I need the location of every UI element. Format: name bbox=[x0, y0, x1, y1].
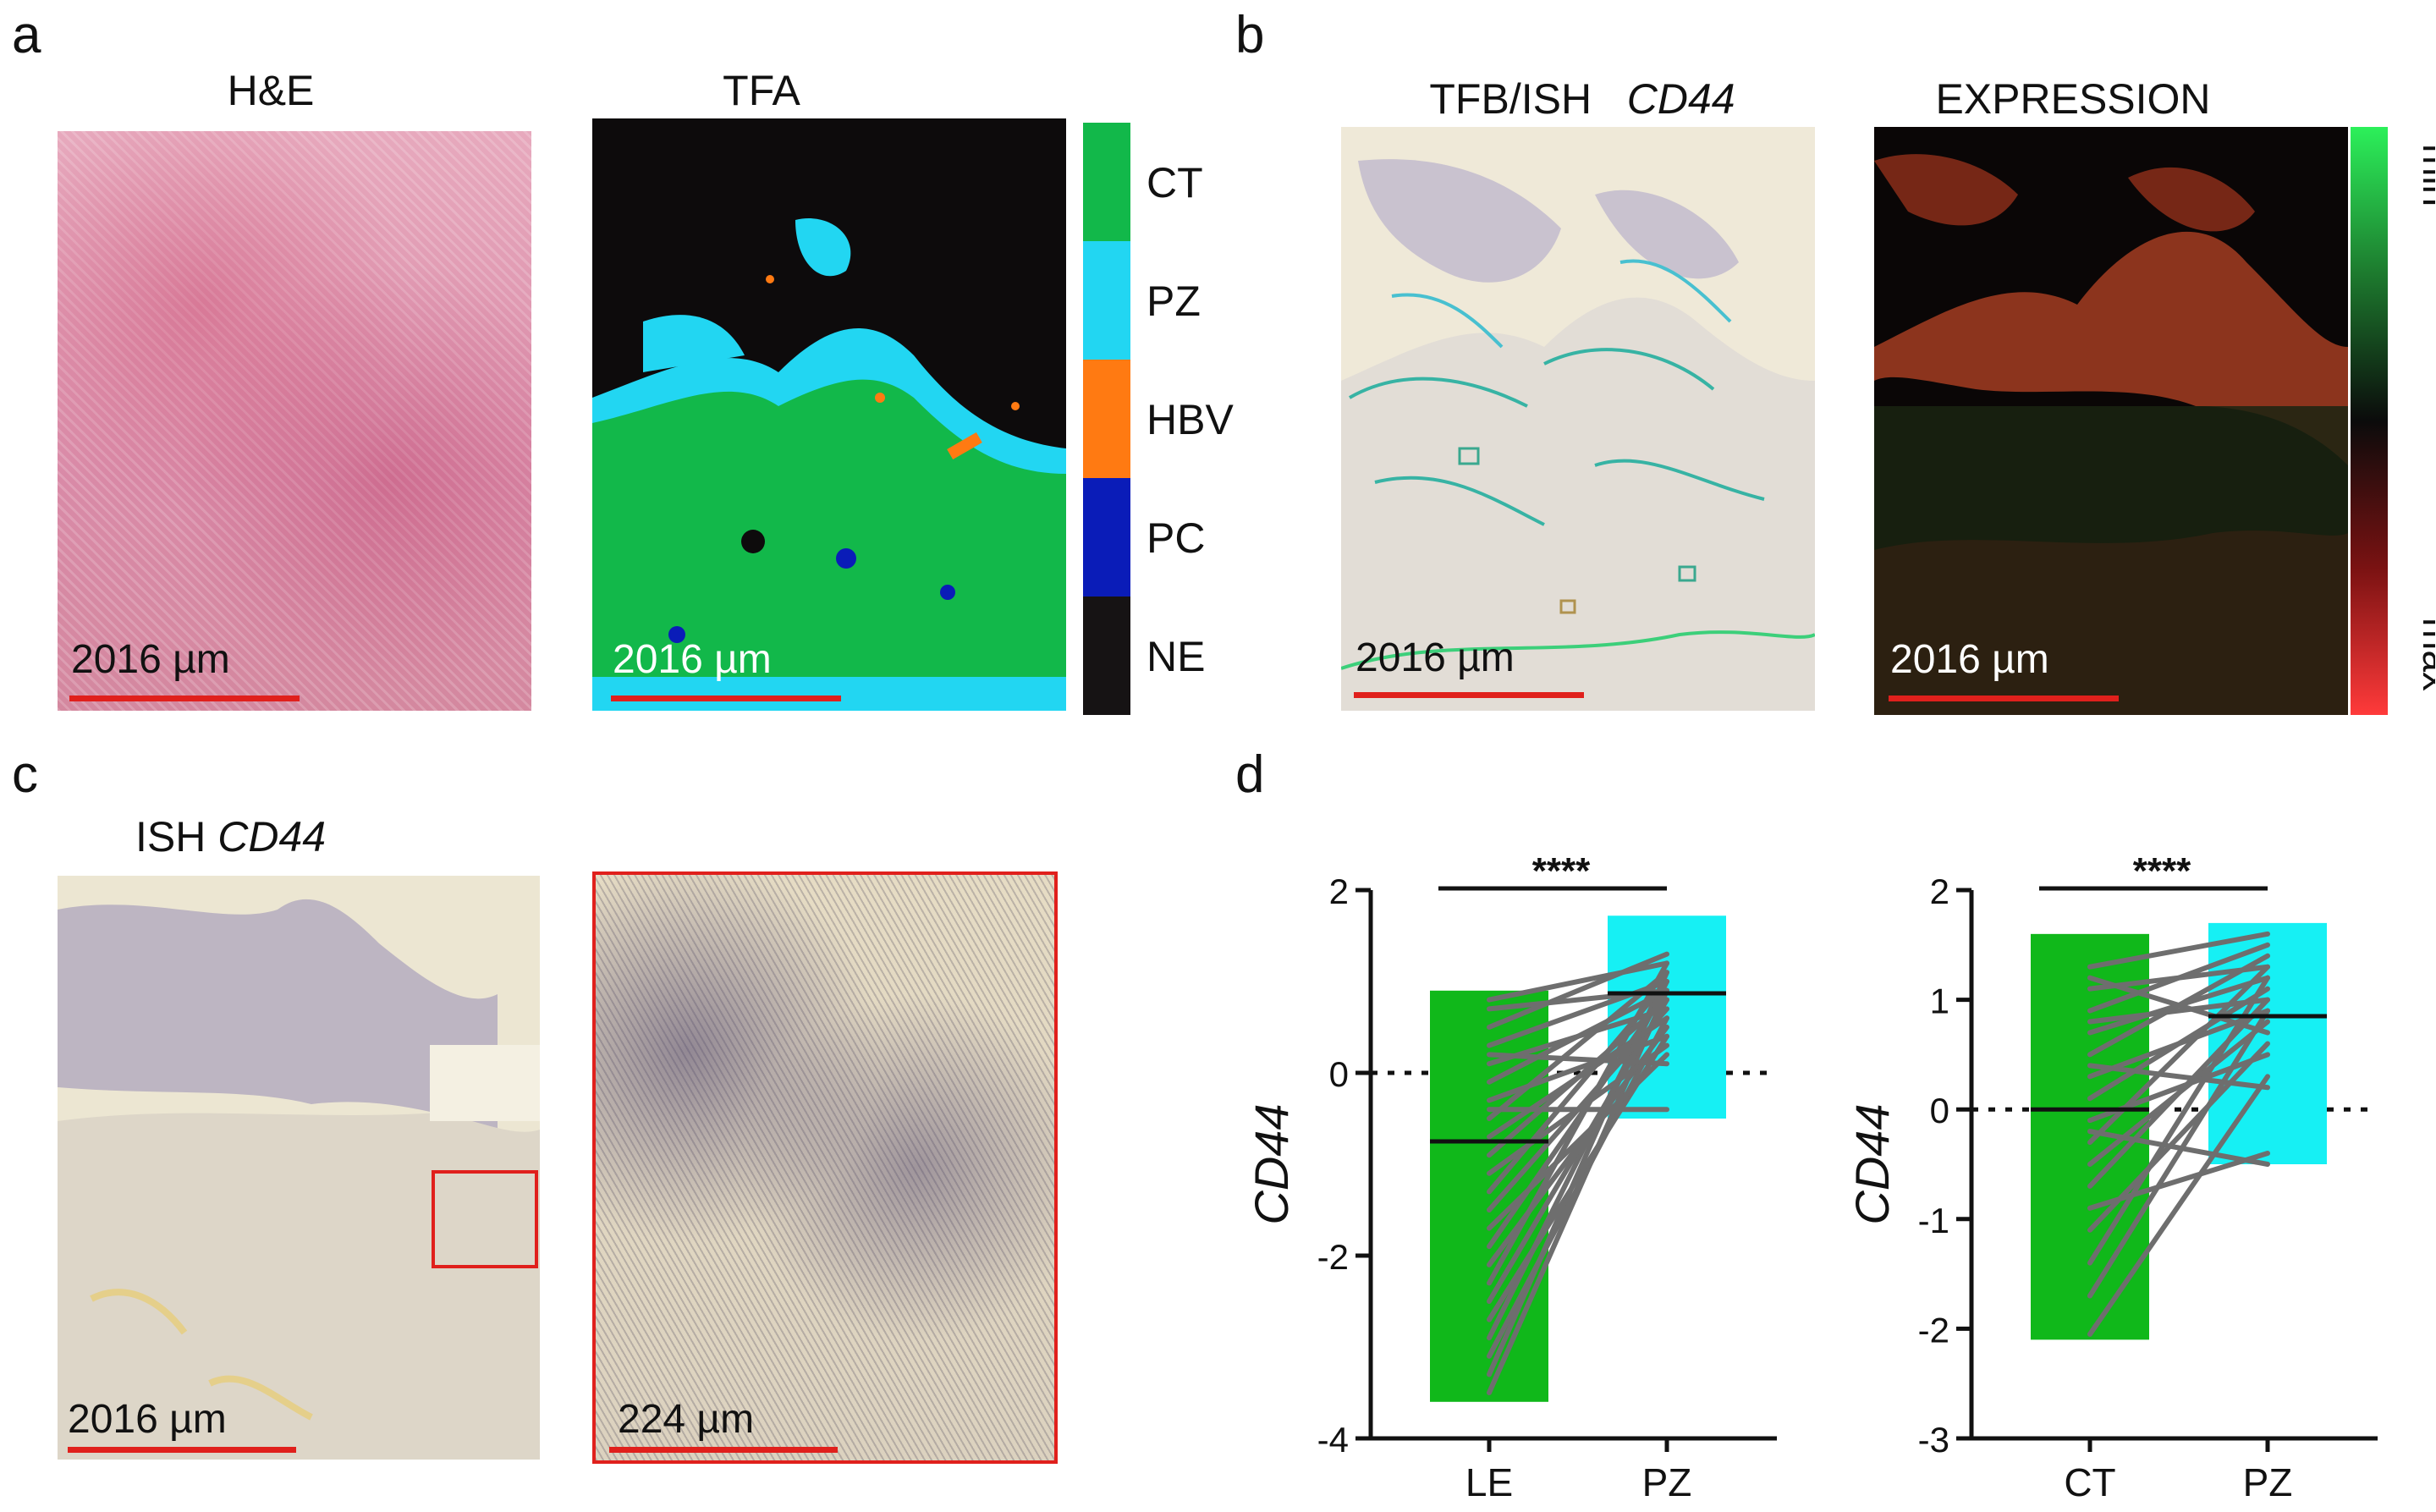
y-tick-label: 0 bbox=[1930, 1091, 1949, 1130]
paired-line bbox=[2087, 1019, 2270, 1167]
paired-line bbox=[1487, 1015, 1669, 1359]
paired-line bbox=[2087, 1008, 2270, 1299]
paired-line bbox=[1487, 987, 1669, 1250]
tfb-scalebar bbox=[1354, 692, 1584, 698]
paired-line bbox=[1487, 1052, 1669, 1231]
y-tick-label: 1 bbox=[1930, 981, 1949, 1021]
tfb-title: TFB/ISH CD44 bbox=[1388, 74, 1777, 124]
zoom-scalebar bbox=[609, 1447, 838, 1453]
panel-letter-a: a bbox=[12, 6, 41, 64]
y-tick-label: 2 bbox=[1329, 871, 1349, 911]
paired-line bbox=[1487, 1015, 1669, 1140]
legend-swatch-hbv bbox=[1083, 360, 1130, 478]
paired-line bbox=[1487, 1033, 1669, 1103]
x-tick-label-pz: PZ bbox=[1642, 1460, 1692, 1504]
significance-label: **** bbox=[2133, 850, 2191, 892]
y-axis-label: CD44 bbox=[1245, 1103, 1298, 1224]
y-tick-label: -2 bbox=[1317, 1237, 1349, 1277]
panel-letter-c: c bbox=[12, 745, 38, 804]
chart-le-pz: -4 -2 0 2 LE PZ **** CD44 bbox=[1245, 850, 1777, 1504]
expr-scalebar bbox=[1889, 696, 2119, 701]
ish-image bbox=[58, 876, 540, 1460]
paired-line bbox=[1487, 997, 1669, 1304]
paired-line bbox=[2087, 1151, 2270, 1211]
expression-colorbar bbox=[2351, 127, 2388, 715]
ish-title-gene: CD44 bbox=[217, 813, 327, 860]
paired-line bbox=[1487, 960, 1669, 1003]
x-tick-label-pz: PZ bbox=[2243, 1460, 2293, 1504]
he-scale-label: 2016 µm bbox=[71, 637, 230, 682]
colorbar-max-label: max bbox=[2415, 618, 2435, 691]
paired-line bbox=[2087, 1074, 2270, 1337]
y-tick-label: -3 bbox=[1918, 1420, 1949, 1460]
paired-line bbox=[2087, 975, 2270, 1036]
legend-label-hbv: HBV bbox=[1147, 396, 1234, 443]
paired-line bbox=[2087, 931, 2270, 970]
colorbar-min-label: min bbox=[2415, 144, 2435, 206]
ish-scalebar bbox=[68, 1447, 296, 1453]
panel-letter-b: b bbox=[1235, 6, 1265, 64]
paired-line bbox=[2087, 997, 2270, 1025]
ish-title: ISH CD44 bbox=[135, 812, 406, 861]
y-tick-label: -4 bbox=[1317, 1420, 1349, 1460]
tfb-title-prefix: TFB/ISH bbox=[1429, 75, 1592, 123]
y-tick-label: -2 bbox=[1918, 1310, 1949, 1350]
expr-scale-label: 2016 µm bbox=[1890, 637, 2049, 682]
tfa-map bbox=[592, 118, 1066, 711]
expression-image bbox=[1874, 127, 2348, 715]
y-tick-label: -1 bbox=[1918, 1201, 1949, 1240]
legend-label-ne: NE bbox=[1147, 633, 1206, 680]
tfb-ish-image bbox=[1341, 127, 1815, 711]
tfa-title: TFA bbox=[723, 67, 800, 114]
paired-line bbox=[2087, 1129, 2270, 1167]
y-tick-label: 2 bbox=[1930, 871, 1949, 911]
legend-label-pc: PC bbox=[1147, 514, 1206, 562]
paired-line bbox=[1487, 970, 1669, 1121]
paired-line bbox=[2087, 1063, 2270, 1091]
zoom-region-box[interactable] bbox=[432, 1170, 538, 1268]
he-image bbox=[58, 131, 531, 711]
expression-title: EXPRESSION bbox=[1935, 75, 2211, 123]
zoom-scale-label: 224 µm bbox=[618, 1397, 755, 1442]
y-axis-label: CD44 bbox=[1845, 1103, 1899, 1224]
legend-label-pz: PZ bbox=[1147, 278, 1201, 325]
legend-swatch-ne bbox=[1083, 597, 1130, 715]
legend-label-ct: CT bbox=[1147, 159, 1203, 206]
tfb-scale-label: 2016 µm bbox=[1355, 635, 1515, 680]
x-tick-label-ct: CT bbox=[2064, 1460, 2115, 1504]
paired-line bbox=[2087, 964, 2270, 1146]
he-title: H&E bbox=[227, 67, 315, 114]
paired-line bbox=[1487, 1052, 1669, 1067]
chart-ct-pz: -3 -2 -1 0 1 2 CT PZ **** CD44 bbox=[1845, 850, 2378, 1504]
legend-swatch-pc bbox=[1083, 478, 1130, 597]
ish-scale-label: 2016 µm bbox=[68, 1397, 227, 1442]
y-tick-label: 0 bbox=[1329, 1054, 1349, 1094]
legend-swatch-pz bbox=[1083, 241, 1130, 360]
legend-swatch-ct bbox=[1083, 123, 1130, 241]
x-tick-label-le: LE bbox=[1465, 1460, 1513, 1504]
colorbar-labels: min max bbox=[2415, 144, 2435, 691]
significance-label: **** bbox=[1532, 850, 1591, 892]
paired-line bbox=[1487, 951, 1669, 1030]
tfa-scale-label: 2016 µm bbox=[613, 637, 772, 682]
zoom-image bbox=[592, 871, 1058, 1464]
tfb-title-gene: CD44 bbox=[1626, 75, 1735, 123]
he-scalebar bbox=[69, 696, 300, 701]
ish-title-prefix: ISH bbox=[135, 813, 206, 860]
panel-letter-d: d bbox=[1235, 745, 1265, 804]
tfa-scalebar bbox=[611, 696, 841, 701]
